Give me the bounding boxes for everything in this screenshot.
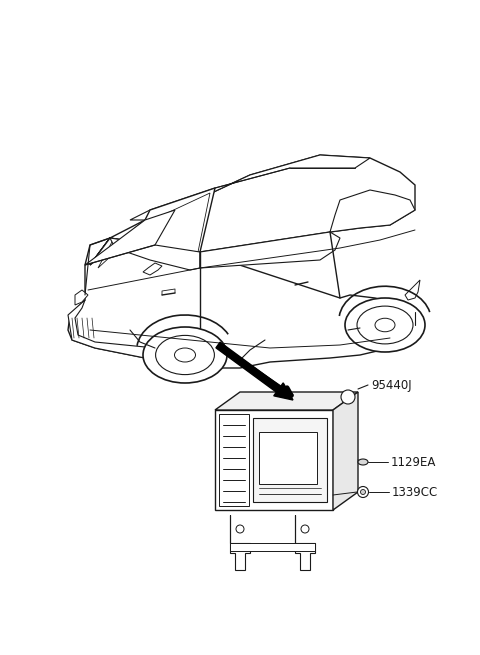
Polygon shape	[68, 300, 155, 360]
Ellipse shape	[345, 298, 425, 352]
Circle shape	[360, 489, 365, 495]
Polygon shape	[130, 155, 370, 220]
Polygon shape	[110, 238, 200, 270]
Polygon shape	[90, 155, 415, 265]
Polygon shape	[143, 263, 162, 275]
Text: 1129EA: 1129EA	[391, 455, 436, 468]
Circle shape	[301, 525, 309, 533]
Polygon shape	[200, 232, 340, 268]
Polygon shape	[405, 280, 420, 300]
Ellipse shape	[358, 459, 368, 465]
Polygon shape	[215, 392, 358, 410]
Bar	[282, 405, 296, 410]
Ellipse shape	[375, 318, 395, 331]
Circle shape	[341, 390, 355, 404]
Polygon shape	[98, 193, 210, 268]
Polygon shape	[90, 188, 215, 265]
Polygon shape	[333, 392, 358, 510]
Ellipse shape	[156, 335, 215, 375]
Polygon shape	[85, 210, 175, 265]
Bar	[304, 405, 318, 410]
FancyArrow shape	[216, 342, 293, 400]
Ellipse shape	[357, 306, 413, 344]
Circle shape	[358, 487, 369, 498]
Polygon shape	[259, 432, 317, 484]
Text: 1339CC: 1339CC	[392, 485, 438, 498]
Polygon shape	[75, 290, 88, 305]
Polygon shape	[215, 410, 333, 510]
Polygon shape	[230, 543, 315, 551]
Polygon shape	[253, 418, 327, 502]
Text: 95440J: 95440J	[371, 379, 412, 392]
Ellipse shape	[143, 327, 227, 383]
Bar	[260, 405, 274, 410]
Ellipse shape	[175, 348, 195, 362]
Polygon shape	[230, 515, 250, 570]
Polygon shape	[295, 515, 315, 570]
Polygon shape	[330, 190, 415, 232]
Circle shape	[236, 525, 244, 533]
Polygon shape	[68, 238, 420, 368]
